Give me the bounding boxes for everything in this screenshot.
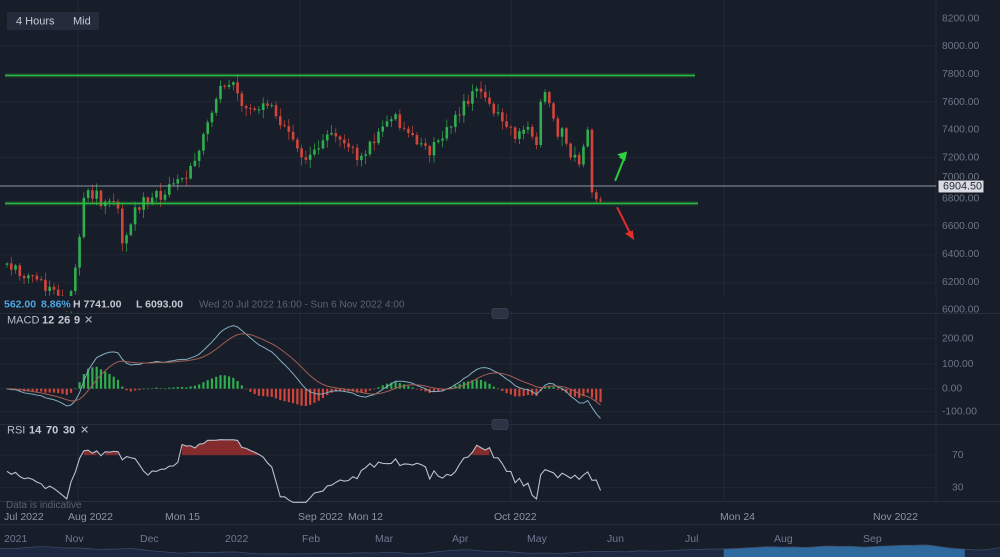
svg-text:Sep: Sep [863,533,882,545]
svg-text:May: May [527,533,548,545]
svg-text:Jul 2022: Jul 2022 [4,511,44,523]
svg-text:2021: 2021 [4,533,28,545]
svg-text:Mar: Mar [375,533,394,545]
svg-text:Feb: Feb [302,533,320,545]
svg-text:Aug 2022: Aug 2022 [68,511,113,523]
svg-text:Data is indicative: Data is indicative [6,500,82,511]
svg-text:Oct 2022: Oct 2022 [494,511,537,523]
svg-text:Mon 15: Mon 15 [165,511,200,523]
svg-text:Apr: Apr [452,533,469,545]
svg-text:2022: 2022 [225,533,249,545]
svg-text:Mon 24: Mon 24 [720,511,755,523]
svg-text:Aug: Aug [774,533,793,545]
svg-text:Jul: Jul [685,533,698,545]
svg-text:Sep 2022: Sep 2022 [298,511,343,523]
svg-text:Dec: Dec [140,533,159,545]
svg-text:Mon 12: Mon 12 [348,511,383,523]
svg-text:Nov: Nov [65,533,84,545]
svg-text:Jun: Jun [607,533,624,545]
svg-text:Nov 2022: Nov 2022 [873,511,918,523]
